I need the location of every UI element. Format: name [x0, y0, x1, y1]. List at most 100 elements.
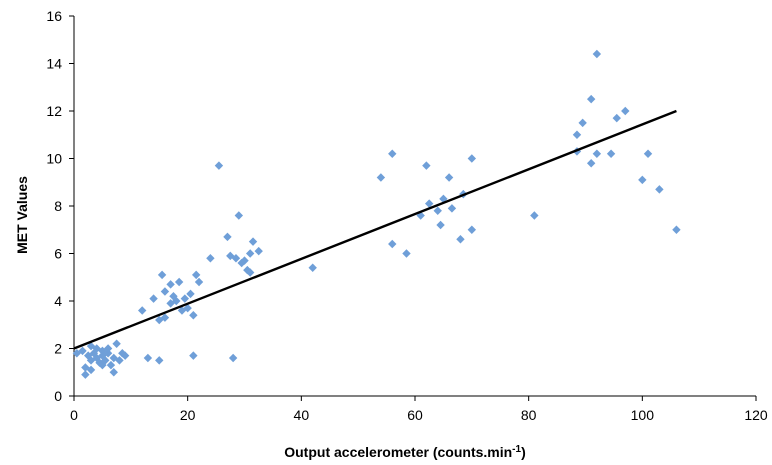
data-point — [120, 351, 130, 360]
data-point — [98, 346, 107, 356]
data-point — [172, 296, 181, 306]
data-points — [72, 49, 681, 379]
data-point — [592, 49, 602, 59]
data-point — [621, 106, 630, 116]
data-point — [214, 161, 224, 170]
y-tick-label: 16 — [46, 8, 62, 24]
x-axis-title-main: Output accelerometer (counts.min — [284, 444, 512, 460]
x-axis-title: Output accelerometer (counts.min-1) — [284, 444, 526, 461]
data-point — [109, 368, 118, 377]
data-point — [425, 199, 434, 208]
data-point — [103, 349, 113, 358]
data-point — [672, 225, 681, 234]
data-point — [586, 159, 596, 168]
data-point — [183, 303, 192, 313]
data-point — [234, 211, 244, 220]
y-tick-label: 8 — [54, 198, 62, 214]
data-point — [86, 365, 96, 375]
data-point — [95, 358, 104, 367]
data-point — [638, 175, 647, 185]
data-point — [106, 360, 116, 370]
data-point — [92, 353, 101, 363]
data-point — [155, 356, 164, 365]
y-tick-label: 2 — [54, 341, 62, 357]
data-point — [115, 356, 124, 365]
data-point — [138, 306, 147, 315]
y-tick-label: 10 — [46, 151, 62, 167]
data-point — [223, 232, 232, 242]
data-point — [81, 370, 90, 379]
data-point — [177, 306, 187, 315]
data-point — [160, 287, 170, 296]
data-point — [248, 237, 258, 246]
data-point — [98, 351, 107, 360]
data-point — [174, 277, 184, 287]
data-point — [572, 130, 582, 139]
data-point — [240, 256, 249, 265]
data-point — [228, 353, 238, 363]
axes — [73, 16, 756, 397]
data-point — [157, 270, 167, 280]
data-point — [433, 206, 442, 215]
x-axis-title-superscript: -1 — [512, 444, 521, 455]
x-tick-label: 60 — [407, 407, 423, 423]
x-tick-label: 100 — [631, 407, 655, 423]
data-point — [444, 173, 454, 182]
data-point — [166, 280, 175, 289]
data-point — [447, 204, 457, 213]
x-tick-label: 20 — [180, 407, 196, 423]
data-point — [376, 173, 386, 182]
data-point — [655, 185, 664, 194]
trendline-line — [73, 109, 677, 350]
data-point — [592, 149, 602, 158]
data-point — [439, 194, 448, 204]
data-point — [388, 149, 397, 158]
x-tick-label: 0 — [70, 407, 78, 423]
y-tick-label: 14 — [46, 56, 62, 72]
data-point — [422, 161, 431, 170]
data-point — [643, 149, 653, 158]
y-axis-ticks: 0 2 4 6 8 10 12 14 16 — [46, 8, 74, 404]
x-tick-label: 40 — [294, 407, 310, 423]
data-point — [189, 311, 198, 320]
x-tick-label: 80 — [521, 407, 537, 423]
data-point — [206, 254, 215, 263]
data-point — [402, 249, 411, 258]
y-tick-label: 6 — [54, 246, 62, 262]
data-point — [78, 346, 87, 356]
data-point — [166, 299, 175, 308]
y-tick-label: 4 — [54, 293, 62, 309]
data-point — [155, 315, 164, 325]
data-point — [388, 239, 397, 249]
x-axis-title-close: ) — [521, 444, 526, 460]
data-point — [194, 277, 204, 287]
data-point — [245, 249, 255, 258]
data-point — [586, 94, 596, 104]
data-point — [180, 294, 190, 303]
data-point — [456, 235, 465, 244]
data-point — [308, 263, 317, 272]
data-point — [467, 225, 477, 234]
x-tick-label: 120 — [744, 407, 768, 423]
data-point — [112, 339, 121, 348]
data-point — [530, 211, 539, 220]
data-point — [578, 118, 587, 128]
data-point — [149, 294, 158, 303]
y-tick-label: 12 — [46, 103, 62, 119]
data-point — [191, 270, 201, 280]
data-point — [143, 353, 153, 363]
y-axis-title: MET Values — [14, 176, 30, 254]
data-point — [245, 268, 255, 277]
data-point — [186, 289, 195, 299]
trendline — [73, 109, 677, 350]
data-point — [231, 254, 241, 263]
data-point — [103, 344, 113, 353]
y-tick-label: 0 — [54, 388, 62, 404]
data-point — [612, 113, 621, 123]
data-point — [254, 246, 263, 256]
data-point — [98, 360, 107, 370]
data-point — [467, 154, 477, 163]
data-point — [92, 344, 101, 353]
data-point — [436, 220, 445, 230]
